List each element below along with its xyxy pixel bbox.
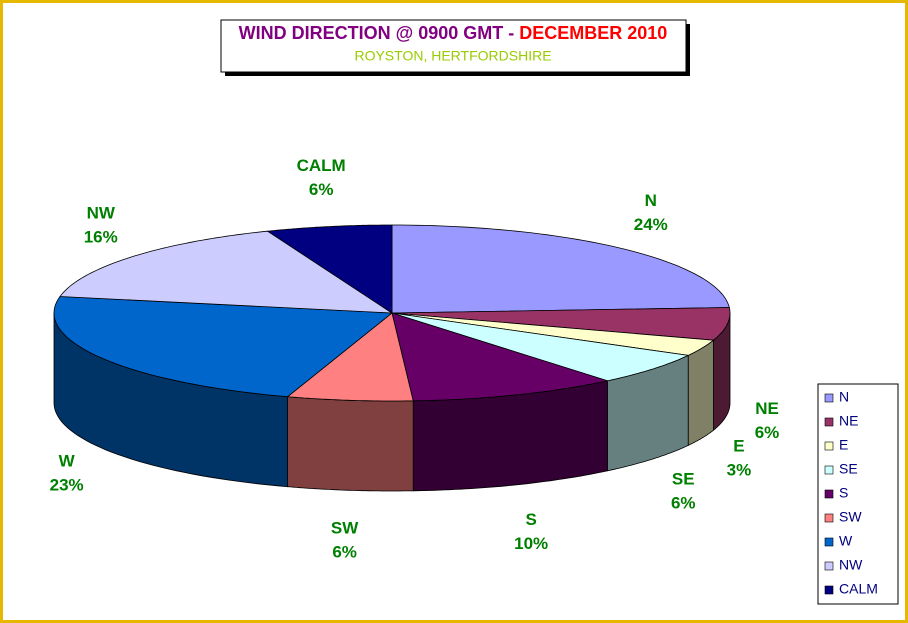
slice-side [287, 396, 414, 492]
legend-label: SE [839, 461, 858, 477]
data-label-value: 6% [671, 493, 696, 512]
legend-swatch [824, 465, 834, 475]
chart-title: WIND DIRECTION @ 0900 GMT - DECEMBER 201… [239, 23, 668, 43]
slice [391, 312, 609, 402]
pie-sides [53, 312, 731, 492]
slice [59, 230, 394, 314]
legend-swatch [824, 561, 834, 571]
data-label-value: 6% [755, 423, 780, 442]
legend-swatch [824, 537, 834, 547]
slice [391, 312, 715, 356]
data-label-value: 23% [50, 476, 84, 495]
legend-swatch [824, 489, 834, 499]
title-main: WIND DIRECTION @ 0900 GMT - [239, 23, 515, 43]
legend-label: NW [839, 557, 863, 573]
legend: N NE E SE S SW W NW CALM [824, 389, 878, 597]
slice [391, 307, 731, 341]
data-label-category: CALM [297, 156, 346, 175]
legend-label: NE [839, 413, 858, 429]
data-label-value: 10% [514, 534, 548, 553]
legend-swatch [824, 441, 834, 451]
legend-label: CALM [839, 581, 878, 597]
legend-label: W [839, 533, 853, 549]
legend-swatch [824, 393, 834, 403]
slice [391, 312, 690, 382]
slice [266, 224, 393, 314]
data-labels: N 24% NE 6% E 3% SE 6% S 10% SW 6% W 23% NW 16% CALM 6% [50, 156, 780, 561]
legend-label: N [839, 389, 849, 405]
legend-label: E [839, 437, 848, 453]
slice [53, 296, 394, 398]
title-box [220, 19, 687, 73]
data-label-category: W [59, 452, 76, 471]
data-label-value: 6% [309, 180, 334, 199]
data-label-category: NE [755, 399, 779, 418]
legend-label: S [839, 485, 848, 501]
pie-tops [53, 224, 731, 402]
data-label-value: 24% [634, 215, 668, 234]
data-label-category: NW [87, 204, 116, 223]
legend-swatch [824, 417, 834, 427]
data-label-category: N [645, 191, 657, 210]
chart-subtitle: ROYSTON, HERTFORDSHIRE [354, 48, 551, 64]
data-label-category: S [525, 510, 536, 529]
slice [286, 312, 414, 402]
legend-label: SW [839, 509, 862, 525]
title-date: DECEMBER 2010 [519, 23, 667, 43]
data-label-category: SE [672, 469, 695, 488]
data-label-category: SW [331, 518, 359, 537]
data-label-value: 6% [332, 542, 357, 561]
slice [391, 224, 730, 314]
slice-side [687, 339, 714, 447]
legend-swatch [824, 513, 834, 523]
data-label-category: E [733, 436, 744, 455]
legend-swatch [824, 585, 834, 595]
data-label-value: 16% [84, 228, 118, 247]
data-label-value: 3% [727, 460, 752, 479]
